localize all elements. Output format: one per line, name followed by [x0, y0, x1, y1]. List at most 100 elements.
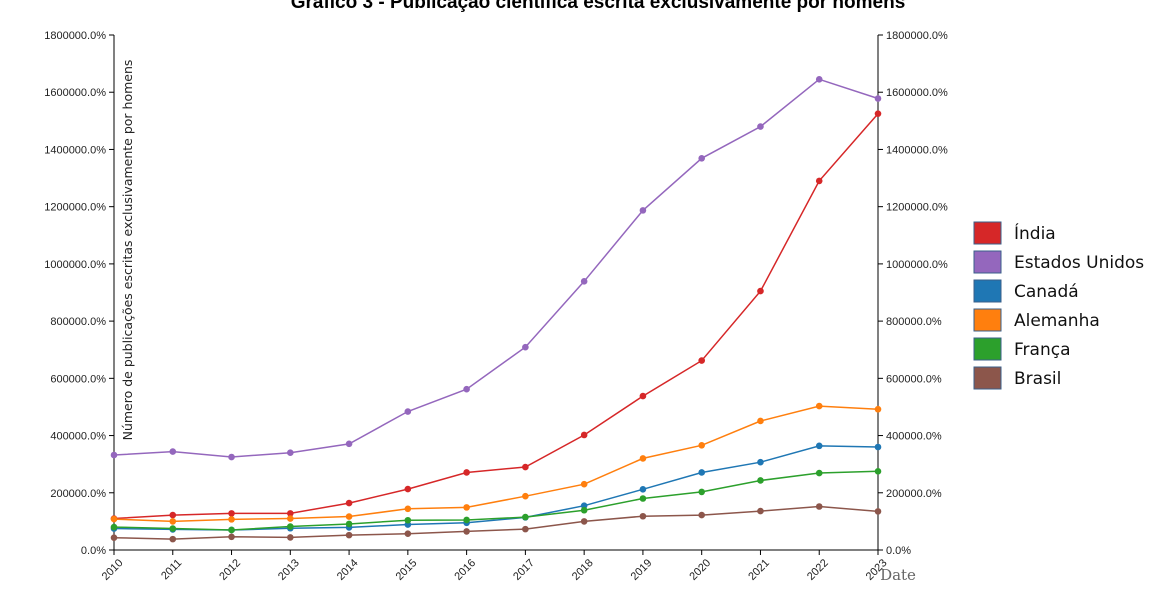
data-point	[228, 516, 235, 523]
series-line	[113, 470, 879, 531]
y-tick-label-right: 0.0%	[886, 545, 911, 557]
data-point	[169, 518, 177, 525]
data-point	[698, 469, 705, 476]
x-tick-label: 2016	[452, 557, 478, 583]
series-line	[113, 405, 879, 523]
data-point	[580, 431, 588, 439]
y-tick-label-right: 400000.0%	[886, 431, 942, 443]
data-point	[169, 525, 177, 532]
legend-swatch	[973, 337, 1002, 361]
data-point	[404, 485, 412, 493]
y-tick-label-right: 200000.0%	[886, 488, 942, 500]
data-point	[698, 511, 705, 519]
data-point	[345, 499, 353, 507]
y-tick-label-left: 1000000.0%	[44, 259, 106, 271]
data-point	[228, 510, 235, 517]
y-tick-label-left: 0.0%	[81, 545, 106, 557]
y-tick-label-left: 200000.0%	[50, 488, 106, 500]
data-point	[698, 357, 705, 364]
data-point	[522, 492, 529, 500]
data-point	[522, 463, 529, 471]
legend-label: Brasil	[1014, 369, 1061, 389]
y-tick-label-right: 600000.0%	[886, 373, 942, 385]
data-point	[522, 343, 529, 351]
x-tick-label: 2018	[570, 557, 596, 583]
data-point	[815, 442, 823, 450]
data-point	[287, 523, 294, 530]
data-point	[404, 408, 412, 415]
data-point	[874, 468, 882, 475]
data-point	[757, 477, 764, 484]
data-point	[110, 534, 118, 541]
data-point	[169, 511, 177, 519]
data-point	[463, 504, 470, 511]
data-point	[228, 526, 235, 534]
legend-label: Estados Unidos	[1014, 253, 1144, 273]
data-point	[463, 528, 470, 535]
series-line	[113, 78, 879, 458]
data-point	[463, 516, 470, 524]
data-point	[757, 417, 764, 425]
data-point	[228, 453, 235, 461]
data-point	[110, 451, 118, 459]
x-tick-label: 2022	[805, 557, 831, 583]
data-point	[757, 123, 764, 130]
data-point	[169, 448, 177, 455]
data-point	[463, 469, 470, 476]
data-point	[287, 510, 294, 517]
y-tick-label-left: 800000.0%	[50, 316, 106, 328]
data-point	[287, 449, 294, 457]
y-axis-label: Número de publicações escritas exclusiva…	[120, 60, 135, 441]
data-point	[698, 441, 705, 449]
data-point	[874, 95, 882, 102]
data-point	[345, 531, 353, 539]
data-point	[404, 505, 412, 513]
y-tick-label-right: 800000.0%	[886, 316, 942, 328]
data-point	[345, 513, 353, 520]
data-point	[639, 486, 647, 493]
x-tick-label: 2019	[629, 557, 655, 583]
chart-title: Gráfico 3 - Publicação científica escrit…	[291, 0, 906, 13]
legend-label: França	[1014, 340, 1071, 360]
data-point	[639, 207, 647, 214]
data-point	[287, 534, 294, 541]
data-point	[815, 177, 823, 185]
data-point	[463, 385, 470, 393]
x-tick-label: 2017	[511, 557, 537, 583]
series-points	[110, 76, 882, 543]
legend-label: Índia	[1014, 222, 1056, 244]
x-tick-label: 2020	[687, 557, 713, 583]
data-point	[757, 458, 764, 466]
data-point	[815, 76, 823, 83]
data-point	[228, 533, 235, 541]
data-point	[110, 523, 118, 531]
data-point	[580, 502, 588, 509]
legend-swatch	[973, 308, 1002, 332]
data-point	[169, 535, 177, 543]
data-point	[580, 506, 588, 514]
y-tick-label-right: 1800000.0%	[886, 30, 948, 42]
data-point	[815, 469, 823, 477]
y-tick-label-left: 400000.0%	[50, 431, 106, 443]
y-tick-label-left: 1400000.0%	[44, 144, 106, 156]
data-point	[639, 392, 647, 400]
legend-swatch	[973, 250, 1002, 274]
y-tick-label-right: 1200000.0%	[886, 202, 948, 214]
axes: 0.0% 0.0% 200000.0% 200000.0% 400000.0% 40000…	[44, 30, 948, 583]
x-tick-label: 2014	[335, 557, 361, 583]
legend-swatch	[973, 279, 1002, 303]
data-point	[345, 520, 353, 528]
data-point	[522, 513, 529, 521]
data-point	[757, 287, 764, 295]
y-tick-label-left: 1200000.0%	[44, 202, 106, 214]
x-tick-label: 2012	[217, 557, 243, 583]
legend-swatch	[973, 366, 1002, 390]
data-point	[345, 440, 353, 448]
data-point	[580, 518, 588, 525]
x-axis-label: Date	[880, 566, 916, 584]
data-point	[639, 455, 647, 462]
x-tick-label: 2011	[159, 557, 184, 582]
data-point	[874, 110, 882, 117]
data-point	[110, 515, 118, 523]
